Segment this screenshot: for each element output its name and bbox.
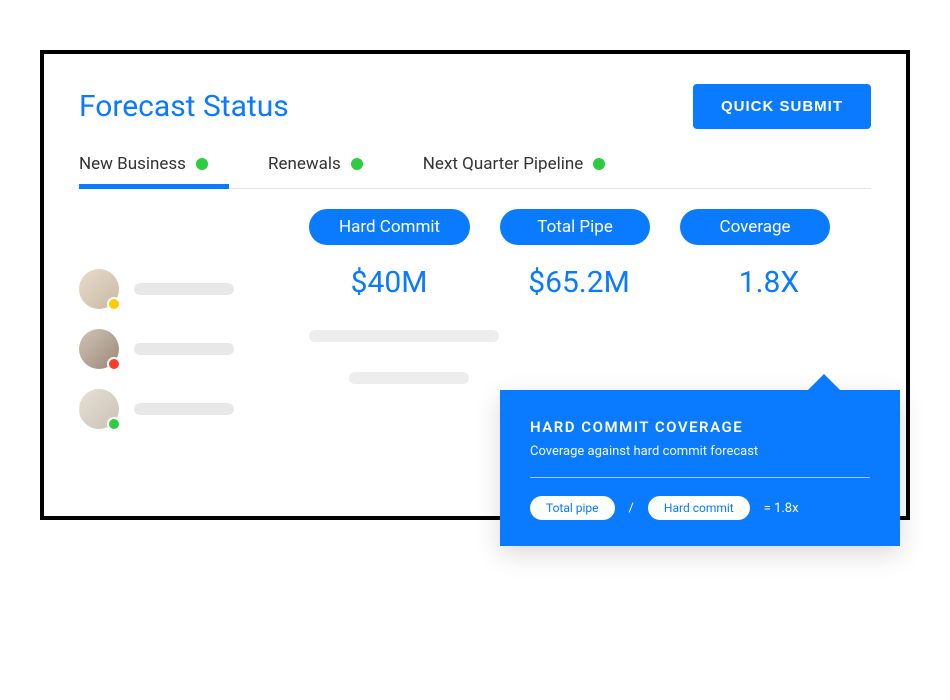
formula-divider: / (629, 501, 634, 516)
tooltip-subtitle: Coverage against hard commit forecast (530, 444, 870, 459)
metric-hard-commit: $40M (309, 265, 469, 300)
tab-next-quarter[interactable]: Next Quarter Pipeline (423, 154, 606, 188)
header-row: Forecast Status QUICK SUBMIT (79, 84, 871, 129)
skeleton-row (289, 330, 871, 342)
quick-submit-button[interactable]: QUICK SUBMIT (693, 84, 871, 129)
tab-label: Next Quarter Pipeline (423, 154, 584, 174)
tab-renewals[interactable]: Renewals (268, 154, 363, 188)
metric-total-pipe: $65.2M (499, 265, 659, 300)
status-dot-icon (351, 158, 363, 170)
column-header-hard-commit[interactable]: Hard Commit (309, 209, 470, 245)
status-dot-icon (196, 158, 208, 170)
presence-indicator-icon (107, 417, 121, 431)
metric-coverage: 1.8X (689, 265, 849, 300)
tabs-bar: New Business Renewals Next Quarter Pipel… (79, 154, 871, 189)
column-headers: Hard Commit Total Pipe Coverage (289, 209, 871, 245)
tab-new-business[interactable]: New Business (79, 154, 208, 188)
formula-pill-total-pipe: Total pipe (530, 496, 615, 520)
user-name-placeholder (134, 283, 234, 295)
tooltip-formula: Total pipe / Hard commit = 1.8x (530, 496, 870, 520)
presence-indicator-icon (107, 357, 121, 371)
tooltip-title: HARD COMMIT COVERAGE (530, 418, 870, 436)
user-name-placeholder (134, 343, 234, 355)
user-row[interactable] (79, 329, 289, 369)
formula-result: = 1.8x (764, 501, 799, 516)
skeleton-placeholder (309, 330, 499, 342)
user-row[interactable] (79, 269, 289, 309)
tooltip-divider (530, 477, 870, 478)
presence-indicator-icon (107, 297, 121, 311)
tab-label: Renewals (268, 154, 341, 174)
avatar (79, 269, 119, 309)
skeleton-row (289, 372, 871, 384)
formula-pill-hard-commit: Hard commit (648, 496, 750, 520)
tab-label: New Business (79, 154, 186, 174)
status-dot-icon (593, 158, 605, 170)
skeleton-placeholder (349, 372, 469, 384)
page-title: Forecast Status (79, 89, 289, 124)
column-header-total-pipe[interactable]: Total Pipe (500, 209, 650, 245)
avatar (79, 389, 119, 429)
coverage-tooltip: HARD COMMIT COVERAGE Coverage against ha… (500, 390, 900, 546)
user-list (79, 209, 289, 449)
column-header-coverage[interactable]: Coverage (680, 209, 830, 245)
user-row[interactable] (79, 389, 289, 429)
metrics-row: $40M $65.2M 1.8X (289, 265, 871, 300)
avatar (79, 329, 119, 369)
user-name-placeholder (134, 403, 234, 415)
